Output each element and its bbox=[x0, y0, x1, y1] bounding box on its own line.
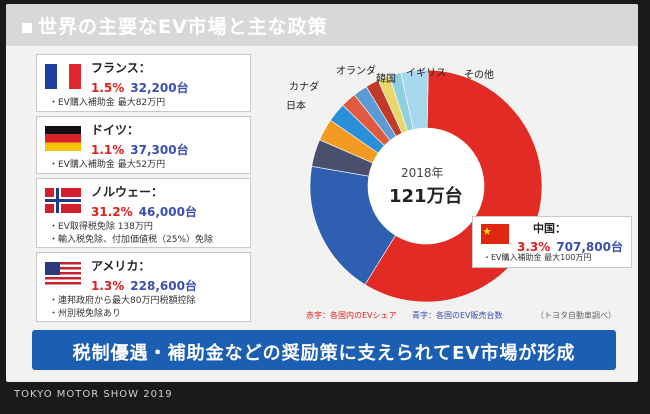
country-card-norway: ノルウェー： 31.2% 46,000台 ・EV取得税免除 138万円 ・輸入税免… bbox=[36, 178, 251, 248]
ev-sales: 46,000台 bbox=[138, 205, 197, 219]
pie-label-other: その他 bbox=[464, 70, 494, 81]
source-note: （トヨタ自動車調べ） bbox=[536, 311, 616, 320]
ev-share: 31.2% bbox=[91, 205, 133, 219]
summary-banner-text: 税制優遇・補助金などの奨励策に支えられてEV市場が形成 bbox=[72, 343, 576, 364]
country-name: アメリカ： bbox=[91, 259, 151, 273]
legend-note-blue: 青字：各国のEV販売台数 bbox=[412, 311, 503, 320]
france-flag-icon bbox=[45, 64, 81, 89]
country-card-france: フランス： 1.5% 32,200台 ・EV購入補助金 最大82万円 bbox=[36, 54, 251, 112]
pie-label-uk: イギリス bbox=[406, 68, 446, 79]
pie-label-japan: 日本 bbox=[286, 101, 306, 112]
usa-flag-icon bbox=[45, 262, 81, 287]
policy-item: ・EV購入補助金 最大52万円 bbox=[49, 160, 166, 170]
ev-sales: 228,600台 bbox=[130, 279, 197, 293]
donut-center-hole bbox=[368, 128, 484, 244]
ev-share: 1.1% bbox=[91, 143, 125, 157]
country-stats: 1.5% 32,200台 bbox=[91, 77, 189, 96]
chart-center-total: 121万台 bbox=[389, 186, 463, 207]
policy-item: ・輸入税免除、付加価値税（25%）免除 bbox=[49, 235, 214, 245]
ev-share: 1.5% bbox=[91, 81, 125, 95]
ev-share: 3.3% bbox=[517, 240, 551, 254]
slide-title-text: 世界の主要なEV市場と主な政策 bbox=[38, 16, 328, 38]
pie-label-korea: 韓国 bbox=[376, 74, 396, 85]
country-stats: 31.2% 46,000台 bbox=[91, 201, 197, 220]
germany-flag-icon bbox=[45, 126, 81, 151]
ev-sales: 707,800台 bbox=[556, 240, 623, 254]
ev-sales: 32,200台 bbox=[130, 81, 189, 95]
policy-item: ・EV購入補助金 最大100万円 bbox=[483, 253, 592, 262]
country-card-china: 中国： 3.3% 707,800台 ・EV購入補助金 最大100万円 bbox=[472, 216, 632, 268]
country-card-usa: アメリカ： 1.3% 228,600台 ・連邦政府から最大80万円税額控除 ・州別… bbox=[36, 252, 251, 322]
country-name: 中国： bbox=[533, 222, 566, 235]
square-bullet-icon bbox=[22, 22, 32, 33]
country-name: ノルウェー： bbox=[91, 185, 164, 199]
legend-note-red: 赤字：各国内のEVシェア bbox=[306, 311, 397, 320]
country-name: ドイツ： bbox=[91, 123, 140, 137]
policy-item: ・EV取得税免除 138万円 bbox=[49, 222, 153, 232]
summary-banner: 税制優遇・補助金などの奨励策に支えられてEV市場が形成 bbox=[32, 330, 616, 370]
china-flag-icon bbox=[481, 224, 509, 244]
title-bar bbox=[6, 4, 638, 46]
slide: 世界の主要なEV市場と主な政策 フランス： 1.5% 32,200台 ・EV購入補… bbox=[6, 4, 638, 382]
slide-title: 世界の主要なEV市場と主な政策 bbox=[22, 12, 328, 39]
ev-share: 1.3% bbox=[91, 279, 125, 293]
policy-item: ・州別税免除あり bbox=[49, 309, 122, 319]
policy-item: ・EV購入補助金 最大82万円 bbox=[49, 98, 166, 108]
country-name: フランス： bbox=[91, 61, 151, 75]
country-card-germany: ドイツ： 1.1% 37,300台 ・EV購入補助金 最大52万円 bbox=[36, 116, 251, 174]
pie-label-canada: カナダ bbox=[289, 82, 319, 93]
country-stats: 1.3% 228,600台 bbox=[91, 275, 197, 294]
norway-flag-icon bbox=[45, 188, 81, 213]
pie-label-netherlands: オランダ bbox=[336, 66, 376, 77]
chart-center-year: 2018年 bbox=[401, 166, 444, 180]
ev-sales: 37,300台 bbox=[130, 143, 189, 157]
policy-item: ・連邦政府から最大80万円税額控除 bbox=[49, 296, 196, 306]
country-stats: 1.1% 37,300台 bbox=[91, 139, 189, 158]
event-footer: TOKYO MOTOR SHOW 2019 bbox=[14, 389, 173, 400]
country-stats: 3.3% 707,800台 bbox=[517, 236, 623, 255]
